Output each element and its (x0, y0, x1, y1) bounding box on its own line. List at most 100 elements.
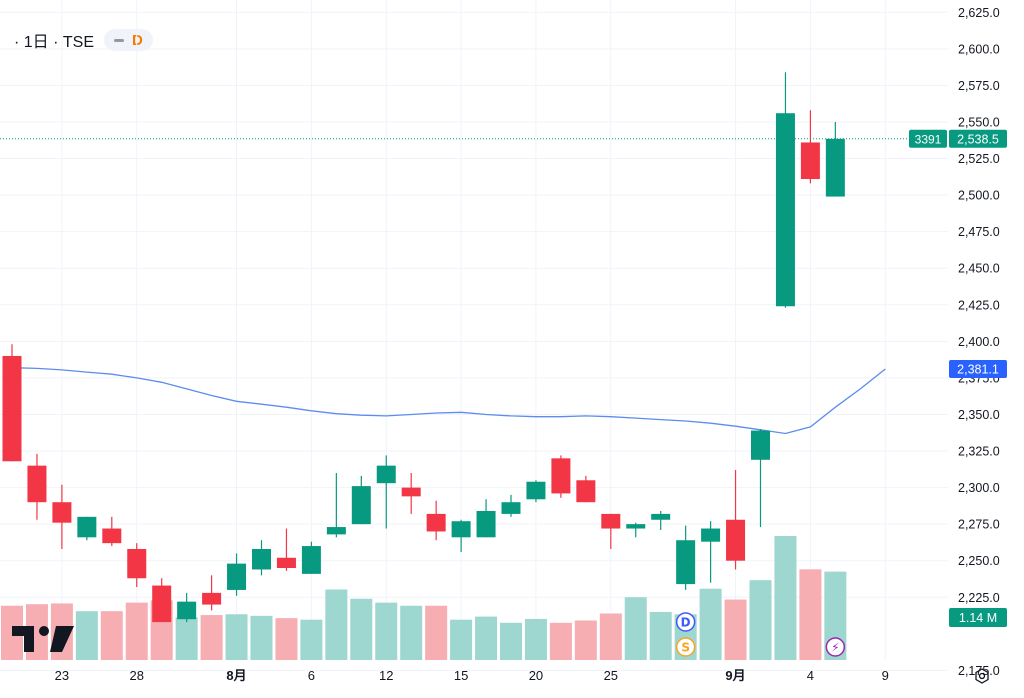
ma-value-label: 2,381.1 (957, 362, 999, 376)
candle-body[interactable] (800, 142, 820, 180)
y-tick-label: 2,550.0 (958, 115, 1000, 129)
gear-icon-shape (975, 668, 989, 684)
candle-body[interactable] (252, 549, 271, 570)
volume-bar (624, 597, 647, 660)
volume-bar (75, 611, 98, 660)
volume-bar (799, 569, 822, 660)
candle-body[interactable] (152, 585, 172, 623)
volume-bar (350, 598, 373, 660)
volume-bar (175, 617, 198, 660)
x-tick-label: 15 (454, 668, 468, 683)
candle-body[interactable] (676, 540, 696, 585)
volume-bar (250, 615, 273, 660)
last-price-label: 2,538.5 (957, 132, 999, 146)
volume-bar (100, 611, 123, 660)
candle-body[interactable] (202, 592, 222, 605)
y-tick-label: 2,425.0 (958, 298, 1000, 312)
y-tick-label: 2,500.0 (958, 189, 1000, 203)
volume-bar (599, 613, 622, 660)
legend-interval: · 1日 · TSE (14, 34, 95, 51)
candle-body[interactable] (127, 549, 147, 579)
volume-value-label: 1.14 M (959, 611, 997, 625)
x-tick-label: 28 (130, 668, 144, 683)
event-marker-label: ⚡ (831, 641, 839, 655)
volume-bar (300, 619, 323, 660)
candle-body[interactable] (751, 430, 770, 460)
event-marker[interactable] (825, 637, 846, 657)
candle-body[interactable] (651, 513, 671, 520)
candle-body[interactable] (326, 527, 346, 535)
candle-body[interactable] (701, 528, 721, 542)
volume-bar (125, 602, 148, 660)
volume-bar (824, 571, 847, 660)
volume-bar (225, 614, 248, 660)
x-tick-label: 6 (308, 668, 315, 683)
volume-bar (500, 622, 522, 660)
candle-body[interactable] (276, 557, 296, 569)
tradingview-logo-icon[interactable] (10, 622, 76, 656)
candle-body[interactable] (551, 458, 571, 494)
volume-bar (275, 618, 298, 660)
minus-icon (114, 38, 125, 42)
candle-body[interactable] (52, 502, 72, 523)
event-marker[interactable] (675, 612, 696, 632)
candle-body[interactable] (825, 138, 845, 197)
candle-body[interactable] (451, 521, 471, 538)
volume-bar (549, 622, 572, 660)
candle-body[interactable] (2, 355, 22, 462)
volume-bar (450, 619, 473, 660)
y-tick-label: 2,450.0 (958, 262, 1000, 276)
volume-bar (425, 605, 448, 660)
y-tick-label: 2,250.0 (958, 554, 1000, 568)
x-tick-label: 9 (882, 668, 889, 683)
x-tick-label: 4 (807, 668, 814, 683)
volume-bar (574, 620, 597, 660)
candle-body[interactable] (102, 528, 122, 544)
settings-gear-icon[interactable] (975, 668, 989, 684)
y-tick-label: 2,525.0 (958, 152, 1000, 166)
candle-body[interactable] (526, 481, 546, 500)
candle-body[interactable] (601, 513, 621, 529)
x-tick-label: 25 (604, 668, 618, 683)
gear-icon-center (978, 672, 986, 680)
symbol-tag-bg (909, 129, 947, 148)
candle-body[interactable] (351, 486, 371, 525)
y-tick-label: 2,600.0 (958, 42, 1000, 56)
y-tick-label: 2,400.0 (958, 335, 1000, 349)
volume-bar (524, 618, 547, 660)
y-tick-label: 2,325.0 (958, 445, 1000, 459)
candle-body[interactable] (27, 465, 47, 503)
candle-body[interactable] (401, 487, 421, 497)
y-tick-label: 2,575.0 (958, 79, 1000, 93)
candle-body[interactable] (177, 601, 197, 620)
y-tick-label: 2,300.0 (958, 481, 1000, 495)
candle-body[interactable] (626, 524, 646, 529)
chart-legend: · 1日 · TSE D (14, 28, 153, 52)
y-tick-label: 2,275.0 (958, 518, 1000, 532)
candle-body[interactable] (775, 113, 795, 307)
volume-bar (400, 605, 423, 660)
event-marker[interactable] (675, 637, 696, 657)
candle-body[interactable] (426, 513, 446, 532)
volume-tag-bg (949, 608, 1007, 627)
y-tick-label: 2,475.0 (958, 225, 1000, 239)
symbol-tag: 3391 (915, 132, 942, 146)
candle-body[interactable] (576, 480, 596, 503)
last-price-tag-bg (949, 129, 1007, 148)
x-tick-label: 9月 (725, 668, 745, 683)
candle-body[interactable] (77, 516, 97, 538)
candle-body[interactable] (301, 546, 321, 574)
x-tick-label: 23 (55, 668, 69, 683)
indicator-pill[interactable]: D (104, 29, 153, 51)
candle-body[interactable] (501, 502, 521, 514)
candle-body[interactable] (227, 563, 247, 590)
volume-bar (375, 602, 398, 660)
dividend-indicator-label: D (132, 31, 143, 49)
volume-bar (749, 580, 772, 660)
x-tick-label: 8月 (226, 668, 246, 683)
candle-body[interactable] (376, 465, 396, 484)
candle-body[interactable] (476, 510, 496, 538)
candle-body[interactable] (726, 519, 746, 561)
volume-bar (649, 611, 672, 660)
